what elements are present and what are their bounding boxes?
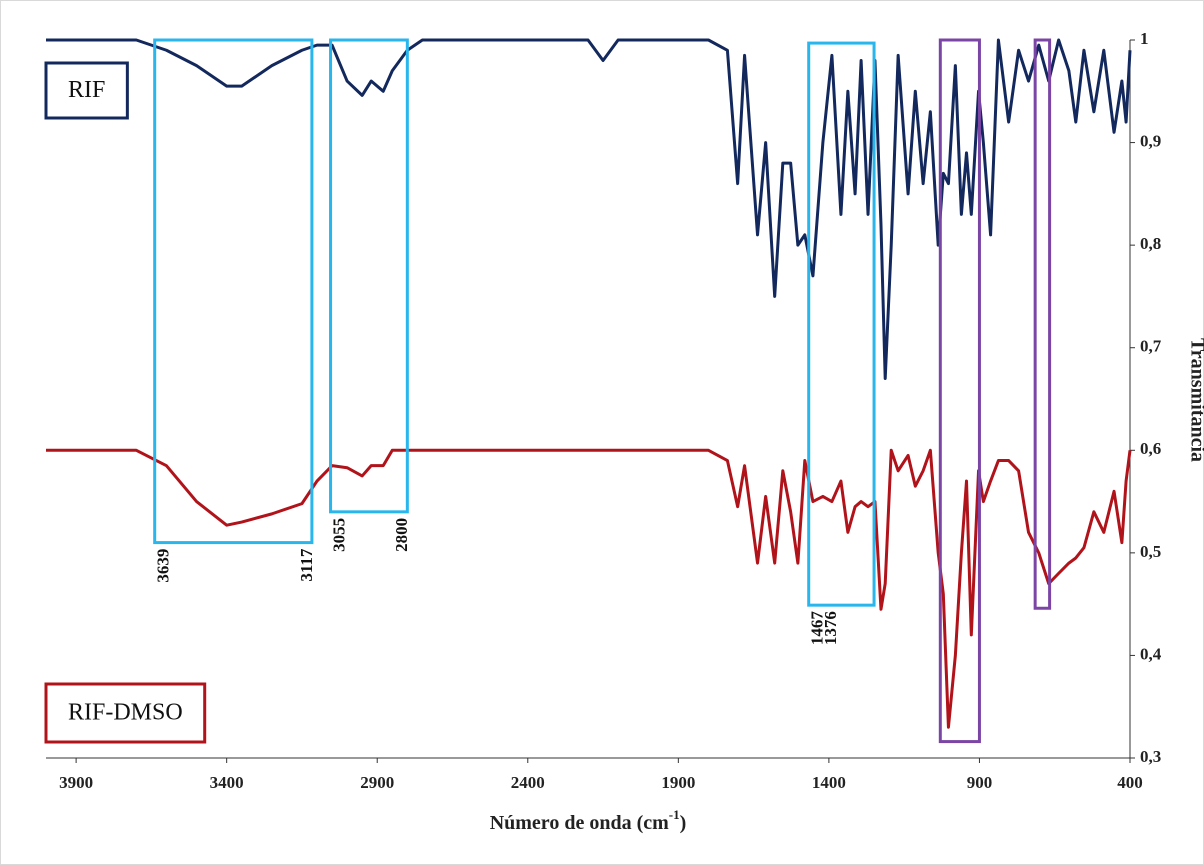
y-tick-label: 0,5 xyxy=(1140,542,1161,561)
spectrum-line xyxy=(46,38,1132,380)
region-label: 3639 xyxy=(154,549,173,583)
region-label: 1467 xyxy=(808,611,827,646)
region-label: 2800 xyxy=(392,518,411,552)
x-axis-label-sup: -1 xyxy=(669,807,680,822)
y-tick-label: 0,6 xyxy=(1140,439,1161,458)
region-label: 3055 xyxy=(329,518,348,552)
x-tick-label: 900 xyxy=(967,773,993,792)
highlight-box xyxy=(938,38,981,744)
y-axis-label: Transmitancia xyxy=(1186,338,1204,462)
y-tick-label: 0,3 xyxy=(1140,747,1161,766)
legend-label: RIF-DMSO xyxy=(68,700,183,726)
legend-box xyxy=(44,61,129,120)
x-tick-label: 400 xyxy=(1117,773,1143,792)
highlight-box xyxy=(807,41,876,607)
y-tick-label: 1 xyxy=(1140,29,1149,48)
legend-item: RIF xyxy=(44,61,129,120)
legend-label: RIF xyxy=(68,77,105,103)
y-tick-label: 0,9 xyxy=(1140,131,1161,150)
x-tick-label: 1400 xyxy=(812,773,846,792)
x-axis-label-end: ) xyxy=(680,812,687,834)
region-label: 3117 xyxy=(297,548,316,582)
x-tick-label: 3400 xyxy=(210,773,244,792)
legend-box xyxy=(44,682,207,744)
x-tick-label: 2400 xyxy=(511,773,545,792)
spectrum-line xyxy=(46,448,1132,729)
highlight-box xyxy=(329,38,409,514)
y-tick-label: 0,4 xyxy=(1140,644,1162,663)
legend-item: RIF-DMSO xyxy=(44,682,207,744)
y-tick-label: 0,7 xyxy=(1140,337,1162,356)
x-tick-label: 1900 xyxy=(661,773,695,792)
region-label: 1376 xyxy=(821,611,840,645)
x-axis-label: Número de onda (cm-1) xyxy=(490,807,687,834)
x-tick-label: 3900 xyxy=(59,773,93,792)
x-tick-label: 2900 xyxy=(360,773,394,792)
highlight-box xyxy=(153,38,314,545)
highlight-box xyxy=(1033,38,1052,610)
x-axis-label-text: Número de onda (cm xyxy=(490,812,669,834)
y-tick-label: 0,8 xyxy=(1140,234,1161,253)
